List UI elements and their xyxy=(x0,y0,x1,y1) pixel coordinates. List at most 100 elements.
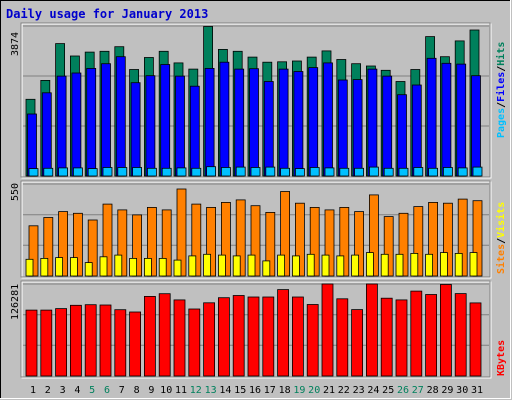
legend-sites-visits: Sites/Visits xyxy=(495,202,507,274)
bar-kbytes xyxy=(114,309,127,377)
x-tick-label: 11 xyxy=(175,385,187,396)
bar-sites xyxy=(87,219,98,277)
bar-visits xyxy=(306,253,315,277)
bar-pages xyxy=(383,167,394,177)
legend-pages: Pages xyxy=(496,108,507,138)
bar-files xyxy=(56,75,67,177)
x-tick-label: 4 xyxy=(74,385,80,396)
bar-kbytes xyxy=(410,290,423,377)
bar-visits xyxy=(395,253,404,277)
bar-pages xyxy=(472,166,483,177)
bar-kbytes xyxy=(232,295,245,377)
bar-pages xyxy=(368,166,379,177)
bar-files xyxy=(263,81,274,177)
x-tick-label: 19 xyxy=(293,385,305,396)
bar-pages xyxy=(324,167,335,177)
bar-visits xyxy=(84,262,93,277)
bar-files xyxy=(115,56,126,177)
bar-sites xyxy=(146,206,157,277)
bar-sites xyxy=(265,211,276,277)
x-tick-label: 8 xyxy=(134,385,140,396)
legend-files: Files xyxy=(495,72,507,102)
bar-kbytes xyxy=(173,299,186,377)
bar-files xyxy=(367,68,378,177)
bar-pages xyxy=(161,167,172,177)
bar-sites xyxy=(428,201,439,277)
bar-visits xyxy=(203,253,212,277)
x-tick-label: 3 xyxy=(60,385,66,396)
bar-files xyxy=(71,72,82,177)
bar-sites xyxy=(339,206,350,277)
x-tick-label: 16 xyxy=(249,385,261,396)
panel-frame-kbytes-shadow xyxy=(20,280,491,378)
bar-files xyxy=(278,68,289,177)
bar-visits xyxy=(277,254,286,277)
bar-sites xyxy=(102,203,113,277)
bar-sites xyxy=(250,205,261,277)
x-tick-label: 21 xyxy=(323,385,335,396)
bar-pages xyxy=(146,167,157,177)
bar-kbytes xyxy=(454,293,467,377)
bar-sites xyxy=(43,217,54,277)
bar-sites xyxy=(28,225,39,277)
x-tick-label: 13 xyxy=(205,385,217,396)
bar-kbytes xyxy=(40,309,53,377)
bar-pages xyxy=(220,167,231,177)
bar-visits xyxy=(55,257,63,277)
x-tick-label: 24 xyxy=(367,385,379,396)
bar-sites xyxy=(235,199,246,277)
bar-sites xyxy=(472,200,483,277)
ymax-label-hits: 3874 xyxy=(10,32,21,56)
bar-files xyxy=(130,82,141,177)
bar-visits xyxy=(262,260,271,277)
bar-pages xyxy=(43,167,54,177)
bar-kbytes xyxy=(158,293,171,377)
bar-visits xyxy=(70,257,78,277)
bar-kbytes xyxy=(351,309,364,377)
bar-sites xyxy=(176,188,187,277)
bar-pages xyxy=(73,167,83,177)
bar-kbytes xyxy=(365,283,378,377)
bar-visits xyxy=(232,255,241,277)
bar-pages xyxy=(309,167,320,177)
bar-visits xyxy=(469,252,478,277)
bar-sites xyxy=(309,206,320,277)
x-tick-label: 5 xyxy=(89,385,95,396)
panel-frame-sites-shadow xyxy=(20,180,491,278)
bar-files xyxy=(308,67,319,177)
x-tick-label: 17 xyxy=(264,385,276,396)
bar-kbytes xyxy=(129,311,142,377)
bar-sites xyxy=(383,216,394,277)
bar-kbytes xyxy=(203,302,216,377)
x-tick-label: 29 xyxy=(441,385,453,396)
bar-sites xyxy=(161,209,172,277)
bar-visits xyxy=(217,254,226,277)
x-axis-labels: 1 2 3 4 5 6 7 8 9 10 11 12 13 14 15 16 17 18 19 20 21 22 23 24 2… xyxy=(30,385,483,396)
bar-sites xyxy=(73,212,83,277)
x-tick-label: 31 xyxy=(471,385,483,396)
bar-visits xyxy=(129,257,138,277)
bar-sites xyxy=(58,211,68,277)
bar-pages xyxy=(206,166,217,177)
bar-sites xyxy=(442,202,453,277)
bar-files xyxy=(175,75,185,177)
bar-files xyxy=(456,63,467,177)
bar-kbytes xyxy=(143,295,156,377)
bar-visits xyxy=(188,255,197,277)
bar-visits xyxy=(336,255,345,277)
bar-visits xyxy=(158,257,167,277)
bar-files xyxy=(219,61,230,177)
bar-files xyxy=(382,75,393,177)
bar-kbytes xyxy=(439,284,452,377)
bar-pages xyxy=(250,167,261,177)
bar-pages xyxy=(132,167,143,177)
legend-sep-2: / xyxy=(496,66,507,72)
bar-files xyxy=(86,68,97,177)
bar-pages xyxy=(191,167,202,177)
bar-files xyxy=(27,113,37,177)
bar-kbytes xyxy=(306,304,319,377)
x-tick-label: 18 xyxy=(279,385,291,396)
bar-files xyxy=(160,64,171,177)
x-tick-label: 7 xyxy=(119,385,125,396)
x-tick-label: 15 xyxy=(234,385,246,396)
